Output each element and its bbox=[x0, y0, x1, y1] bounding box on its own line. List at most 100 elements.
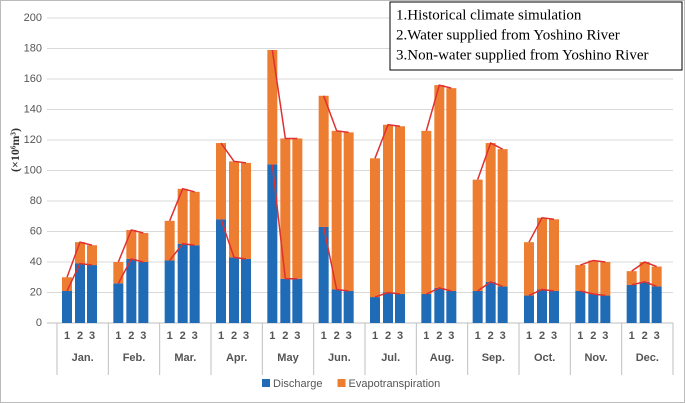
bar-segment bbox=[318, 95, 329, 227]
x-group-label: Aug. bbox=[430, 352, 454, 364]
bar-segment bbox=[126, 258, 137, 323]
x-group-label: Feb. bbox=[123, 352, 146, 364]
connector-line bbox=[271, 164, 298, 280]
connector-line bbox=[271, 49, 298, 140]
connector-line bbox=[66, 262, 93, 292]
bar-segment bbox=[434, 85, 445, 288]
bar-segment bbox=[395, 294, 405, 323]
bar-segment bbox=[524, 295, 534, 323]
bar-segment bbox=[600, 295, 611, 323]
bar-segment bbox=[549, 290, 559, 323]
bar-segment bbox=[267, 50, 278, 165]
bar-segment bbox=[267, 164, 278, 323]
bar-segment bbox=[421, 130, 432, 295]
x-tick-label: 2 bbox=[436, 330, 442, 342]
connector-line bbox=[220, 219, 247, 260]
x-tick-label: 1 bbox=[423, 330, 429, 342]
bar-segment bbox=[189, 191, 200, 246]
bar-segment bbox=[497, 286, 508, 323]
x-group-label: Apr. bbox=[226, 352, 247, 364]
x-tick-label: 2 bbox=[128, 330, 134, 342]
connector-line bbox=[631, 261, 657, 272]
bar-segment bbox=[485, 143, 496, 282]
bar-segment bbox=[639, 262, 650, 282]
bar-segment bbox=[241, 162, 251, 259]
connector-line bbox=[476, 141, 504, 180]
x-tick-label: 3 bbox=[654, 330, 660, 342]
connector-line bbox=[580, 259, 606, 266]
bar-segment bbox=[549, 219, 559, 291]
x-group-label: Mar. bbox=[174, 352, 196, 364]
connector-line bbox=[66, 241, 93, 278]
x-tick-label: 2 bbox=[539, 330, 545, 342]
connector-line bbox=[477, 280, 503, 292]
y-axis-label: (×10⁶m³) bbox=[8, 128, 22, 172]
x-tick-label: 3 bbox=[346, 330, 352, 342]
connector-line bbox=[580, 290, 606, 297]
bar-segment bbox=[575, 290, 586, 323]
bar-segment bbox=[318, 226, 329, 323]
bar-segment bbox=[331, 289, 342, 323]
legend-label: Discharge bbox=[273, 378, 323, 390]
connector-line bbox=[426, 287, 452, 295]
bar-segment bbox=[537, 289, 547, 323]
bar-segment bbox=[113, 283, 124, 323]
annotation: 1.Historical climate simulation bbox=[396, 7, 582, 23]
x-tick-label: 3 bbox=[192, 330, 198, 342]
x-tick-label: 1 bbox=[218, 330, 224, 342]
x-tick-label: 1 bbox=[115, 330, 121, 342]
bar-segment bbox=[600, 262, 611, 296]
bar-segment bbox=[395, 126, 405, 295]
x-tick-label: 1 bbox=[372, 330, 378, 342]
y-tick-label: 40 bbox=[30, 256, 42, 268]
bar-segment bbox=[87, 265, 97, 323]
bar-segment bbox=[216, 219, 226, 323]
bar-segment bbox=[87, 245, 97, 266]
bar-segment bbox=[177, 188, 188, 244]
x-tick-label: 3 bbox=[140, 330, 146, 342]
x-group-label: Oct. bbox=[534, 352, 555, 364]
y-tick-label: 120 bbox=[24, 134, 42, 146]
bar-segment bbox=[383, 124, 393, 293]
x-group-label: Jan. bbox=[72, 352, 94, 364]
bar-segment bbox=[164, 220, 175, 261]
connector-line bbox=[528, 288, 555, 297]
bar-segment bbox=[588, 294, 599, 323]
bar-segment bbox=[485, 281, 496, 323]
connector-line bbox=[631, 281, 657, 288]
y-tick-label: 180 bbox=[24, 42, 42, 54]
bar-segment bbox=[370, 158, 380, 298]
x-tick-label: 3 bbox=[89, 330, 95, 342]
x-tick-label: 3 bbox=[500, 330, 506, 342]
bar-segment bbox=[588, 260, 599, 295]
x-tick-label: 3 bbox=[243, 330, 249, 342]
bar-segment bbox=[216, 143, 226, 220]
connector-line bbox=[425, 84, 452, 132]
bar-segment bbox=[138, 262, 149, 323]
bar-segment bbox=[62, 290, 72, 323]
bar-segment bbox=[446, 290, 457, 323]
connector-line bbox=[117, 258, 144, 284]
legend-swatch bbox=[337, 379, 346, 387]
bar-segment bbox=[472, 290, 483, 323]
y-tick-label: 0 bbox=[36, 317, 42, 329]
x-tick-label: 2 bbox=[77, 330, 83, 342]
bar-segment bbox=[537, 217, 547, 290]
legend-swatch bbox=[262, 379, 270, 387]
y-tick-label: 20 bbox=[30, 286, 42, 298]
bar-segment bbox=[138, 233, 149, 262]
connector-line bbox=[169, 242, 195, 261]
y-tick-label: 160 bbox=[24, 73, 42, 85]
bar-segment bbox=[370, 297, 380, 323]
bar-segment bbox=[292, 278, 303, 323]
bar-segment bbox=[626, 284, 637, 323]
bar-segment bbox=[229, 257, 239, 323]
x-tick-label: 3 bbox=[448, 330, 454, 342]
bar-segment bbox=[126, 229, 137, 259]
bar-segment bbox=[189, 245, 200, 323]
x-tick-label: 1 bbox=[475, 330, 481, 342]
x-tick-label: 1 bbox=[321, 330, 327, 342]
x-tick-label: 1 bbox=[167, 330, 173, 342]
bar-segment bbox=[497, 149, 508, 287]
